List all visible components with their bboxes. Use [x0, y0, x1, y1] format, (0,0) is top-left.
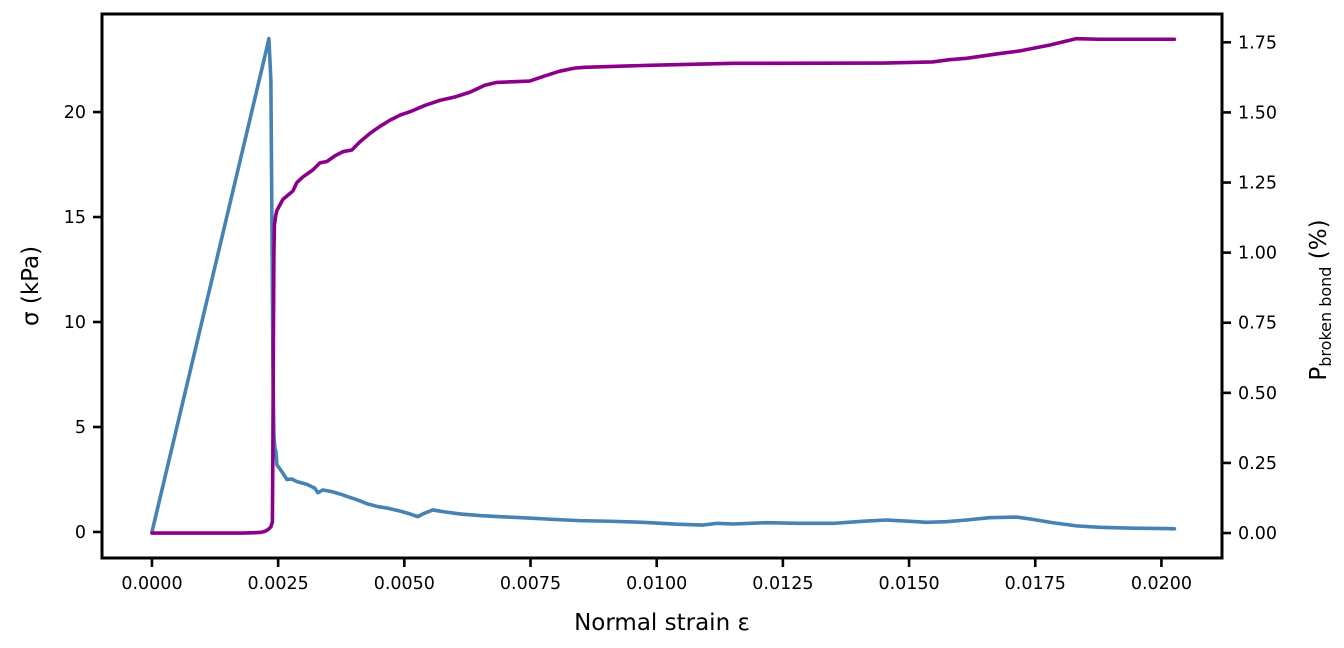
y-right-tick-label: 0.50	[1238, 384, 1277, 404]
x-axis-ticks: 0.0000 0.0025 0.0050 0.0075 0.0100 0.0125 0.01…	[121, 558, 1192, 594]
y-axis-right-label: Pbroken bond (%)	[1306, 219, 1335, 380]
x-tick-label: 0.0050	[374, 574, 435, 594]
x-tick-label: 0.0125	[752, 574, 813, 594]
y-axis-right-label-sub: broken bond	[1316, 267, 1335, 367]
series-group	[150, 36, 1177, 535]
y-right-tick-label: 0.25	[1238, 454, 1277, 474]
x-tick-label: 0.0100	[626, 574, 687, 594]
x-tick-label: 0.0075	[500, 574, 561, 594]
y-right-tick-label: 0.00	[1238, 524, 1277, 544]
plot-border	[100, 12, 1224, 560]
x-axis-label: Normal strain ε	[574, 610, 750, 636]
y-axis-left-label: σ (kPa)	[18, 246, 44, 326]
y-axis-left-ticks: 0 5 10 15 20	[64, 103, 102, 543]
y-right-tick-label: 0.75	[1238, 314, 1277, 334]
x-tick-label: 0.0175	[1005, 574, 1066, 594]
y-axis-right-label-unit: (%)	[1306, 219, 1332, 266]
x-tick-label: 0.0200	[1131, 574, 1192, 594]
y-right-tick-label: 1.25	[1238, 174, 1277, 194]
y-right-tick-label: 1.00	[1238, 244, 1277, 264]
x-tick-label: 0.0000	[121, 574, 182, 594]
y-right-tick-label: 1.50	[1238, 103, 1277, 123]
y-left-tick-label: 15	[64, 208, 86, 228]
y-left-tick-label: 20	[64, 103, 86, 123]
plot-area	[102, 14, 1222, 558]
y-axis-right-label-main: P	[1306, 367, 1332, 381]
p_broken_bond-line	[150, 36, 1177, 535]
y-right-tick-label: 1.75	[1238, 33, 1277, 53]
y-axis-right-ticks: 0.00 0.25 0.50 0.75 1.00 1.25 1.50 1.75	[1222, 33, 1277, 544]
x-tick-label: 0.0150	[878, 574, 939, 594]
y-left-tick-label: 5	[75, 418, 86, 438]
x-tick-label: 0.0025	[248, 574, 309, 594]
y-left-tick-label: 10	[64, 313, 86, 333]
y-left-tick-label: 0	[75, 523, 86, 543]
